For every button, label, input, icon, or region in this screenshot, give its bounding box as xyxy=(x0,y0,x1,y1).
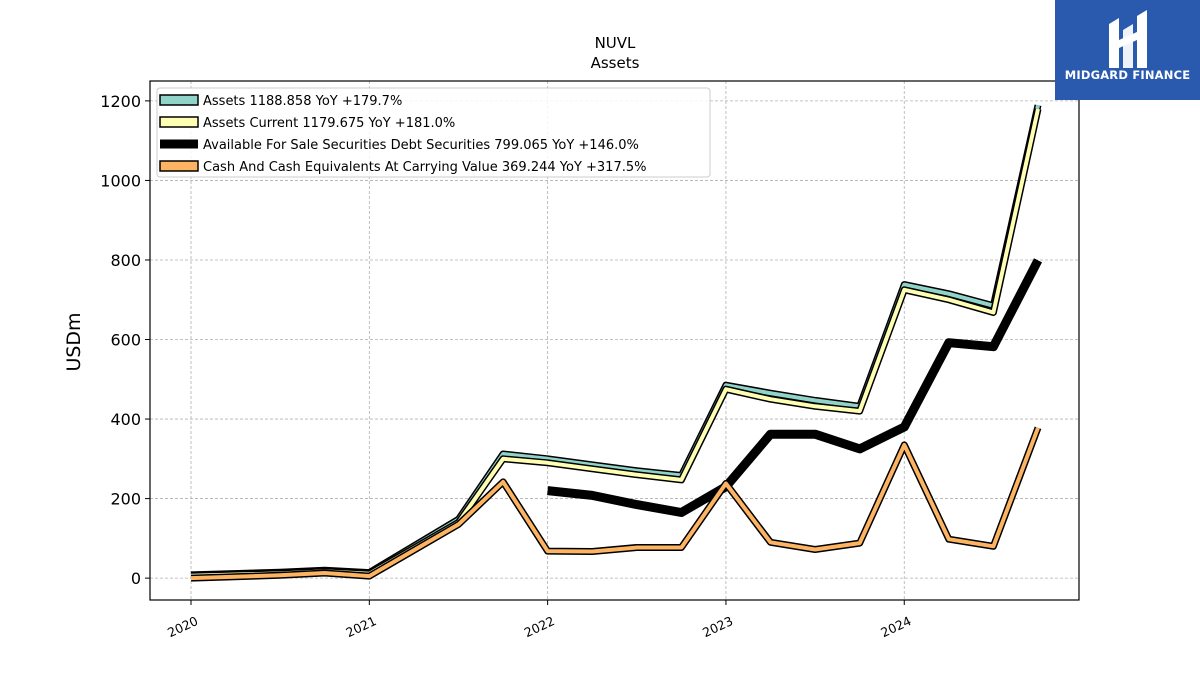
series-line xyxy=(190,108,1040,578)
x-tick-label: 2023 xyxy=(700,613,735,640)
legend-swatch xyxy=(160,139,198,149)
legend-box xyxy=(156,87,711,178)
brand-logo: MIDGARD FINANCE xyxy=(1055,0,1200,100)
legend-label: Cash And Cash Equivalents At Carrying Va… xyxy=(203,160,646,175)
y-tick-label: 400 xyxy=(110,410,141,429)
legend-swatch xyxy=(159,116,199,128)
chart-title: NUVL xyxy=(595,34,636,52)
series-line xyxy=(190,427,1040,581)
series-line-outline xyxy=(190,108,1042,580)
legend-label: Assets Current 1179.675 YoY +181.0% xyxy=(203,116,455,131)
y-tick-label: 600 xyxy=(110,331,141,350)
y-tick-label: 0 xyxy=(131,569,141,588)
y-tick-label: 200 xyxy=(110,490,141,509)
series-line xyxy=(547,258,1042,517)
y-tick-label: 1000 xyxy=(100,171,141,190)
legend-swatch xyxy=(159,94,199,106)
series-layer xyxy=(190,104,1042,582)
x-tick-label: 2022 xyxy=(522,613,557,640)
logo-mark-icon xyxy=(1109,10,1147,68)
legend-label: Assets 1188.858 YoY +179.7% xyxy=(203,94,402,109)
x-tick-label: 2024 xyxy=(878,613,913,640)
y-tick-label: 800 xyxy=(110,251,141,270)
legend: Assets 1188.858 YoY +179.7% Assets Curren… xyxy=(156,87,711,178)
legend-swatch xyxy=(159,160,199,172)
x-tick-label: 2020 xyxy=(165,613,200,640)
chart-subtitle: Assets xyxy=(591,54,640,72)
y-axis-label: USDm xyxy=(63,312,85,371)
x-tick-label: 2021 xyxy=(343,613,378,640)
y-tick-label: 1200 xyxy=(100,92,141,111)
logo-text: MIDGARD FINANCE xyxy=(1064,68,1191,82)
plot-frame xyxy=(149,80,1080,601)
legend-label: Available For Sale Securities Debt Secur… xyxy=(203,138,639,153)
